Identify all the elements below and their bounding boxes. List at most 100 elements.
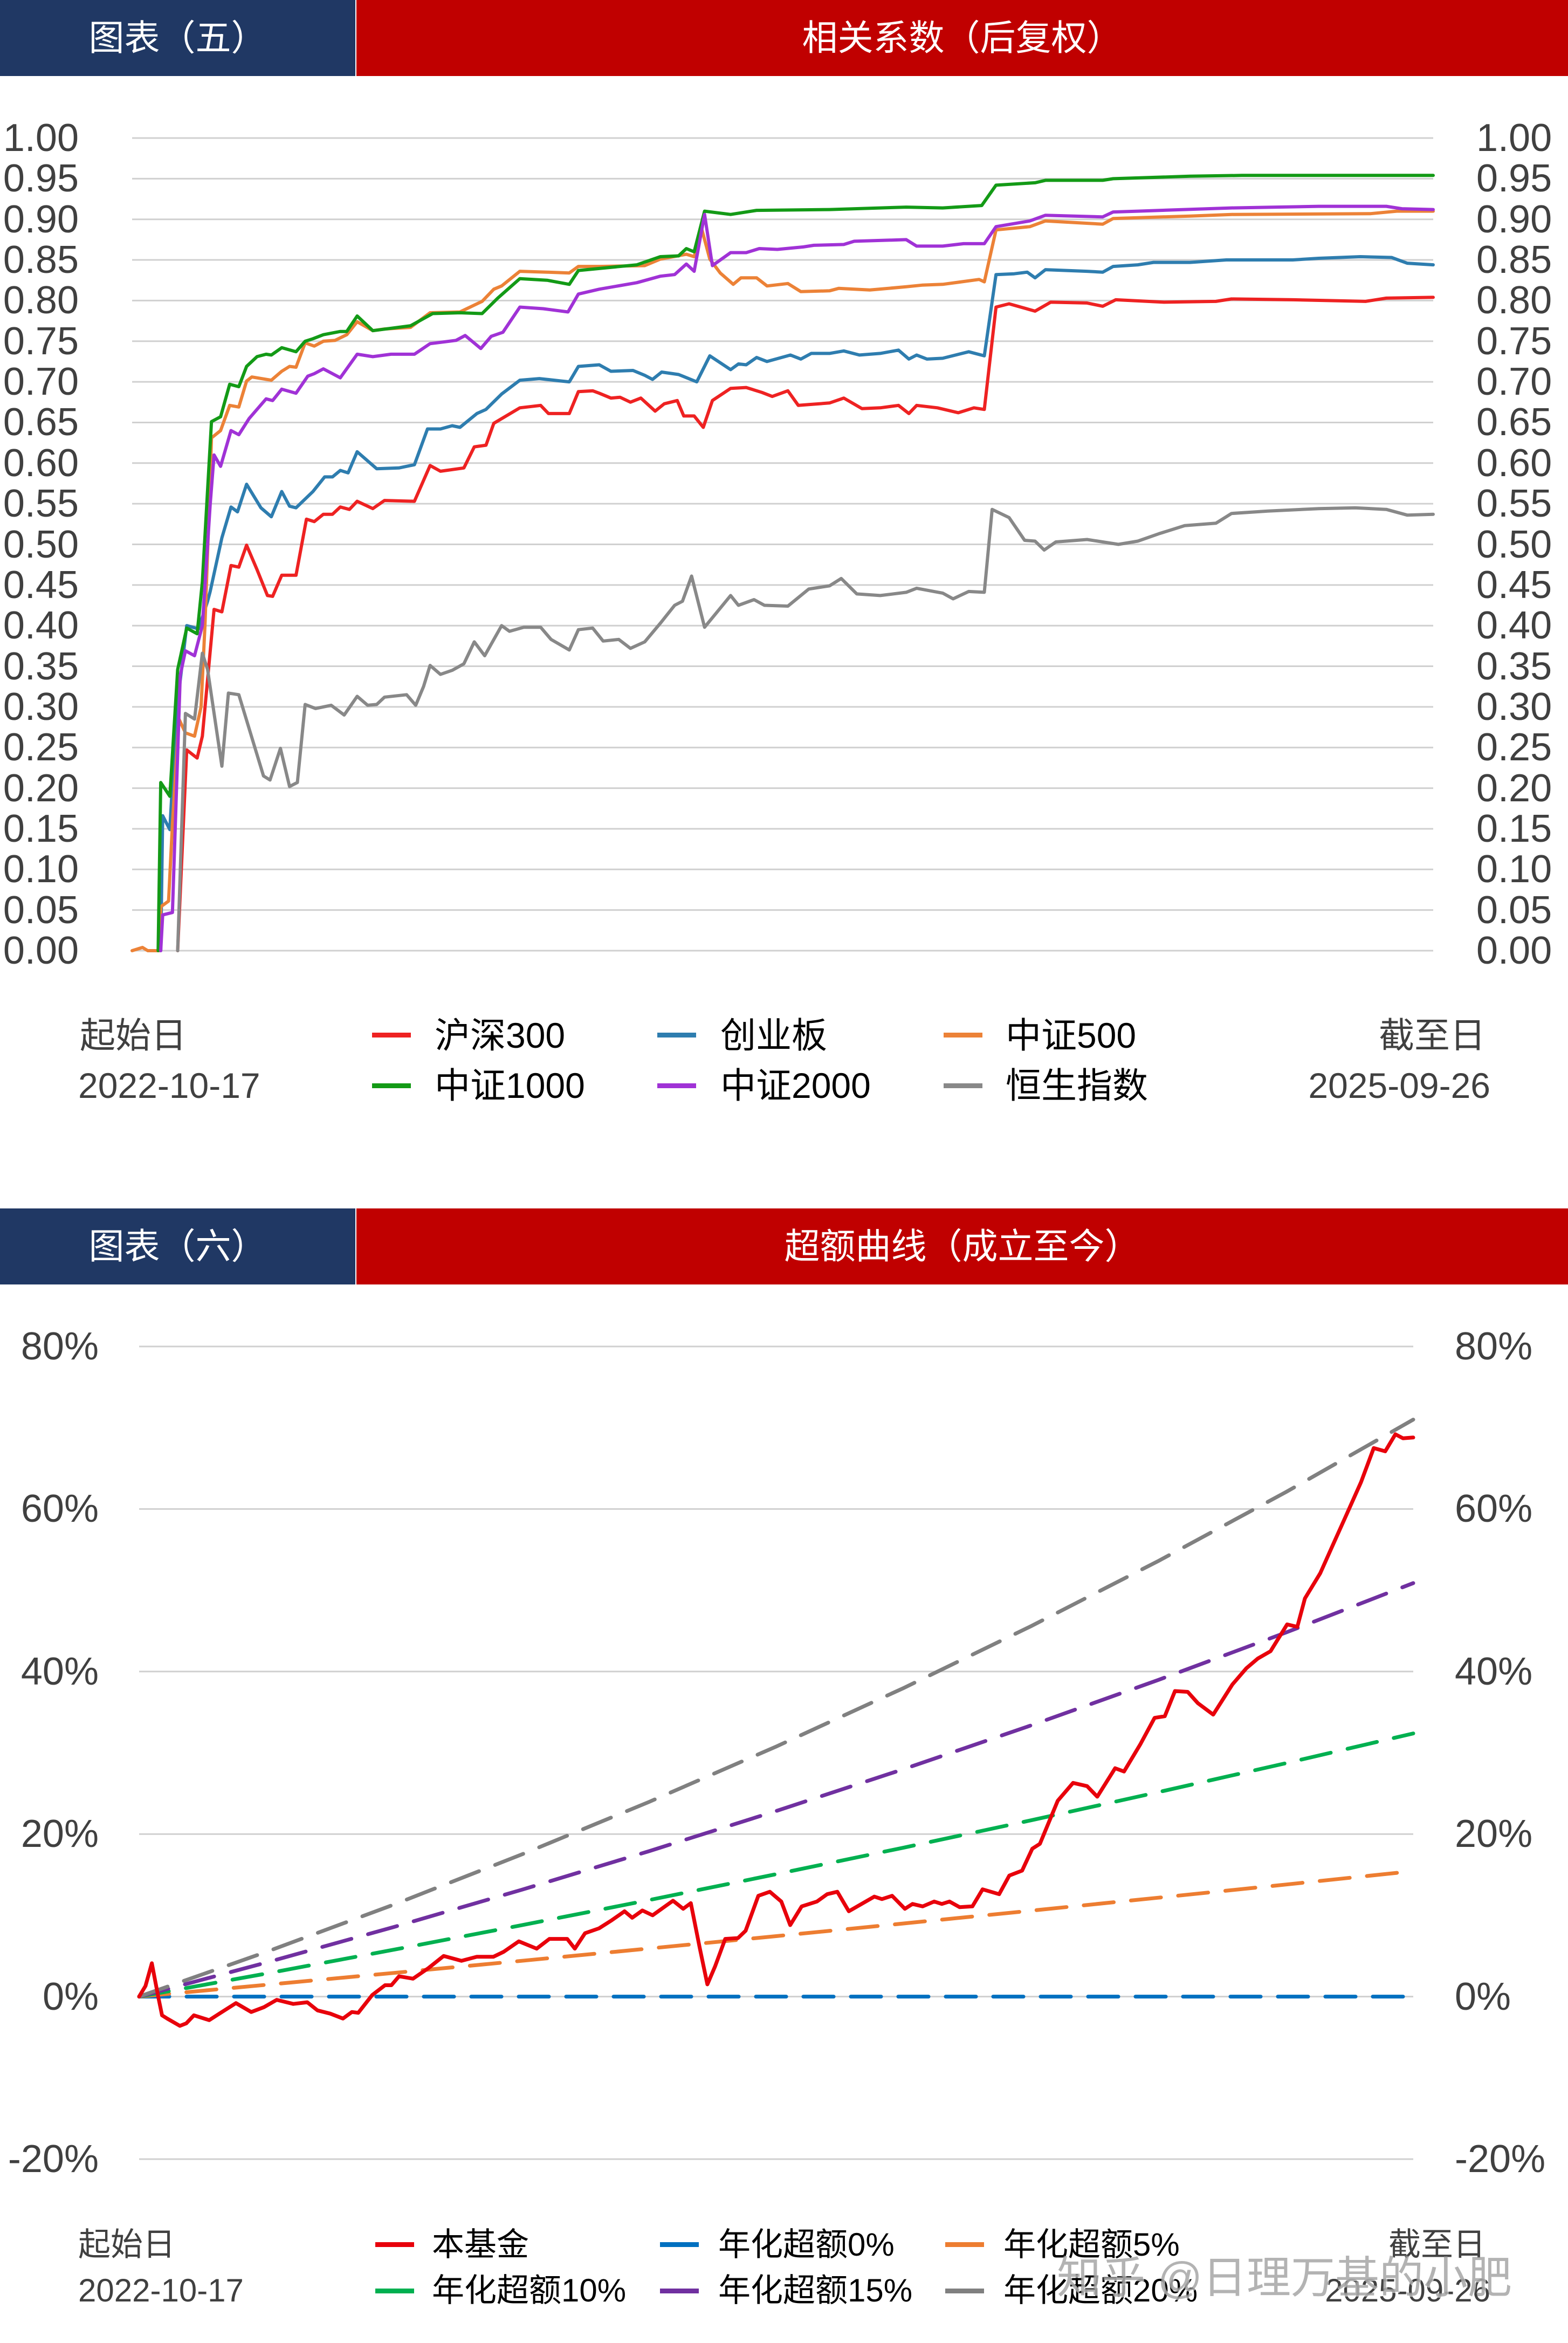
legend-swatch bbox=[660, 2289, 699, 2293]
legend-label: 中证2000 bbox=[720, 1066, 871, 1105]
y-tick-label-left: 0.80 bbox=[3, 279, 79, 322]
y-tick-label-left: 0.85 bbox=[3, 238, 79, 282]
y-tick-label-right: 0.05 bbox=[1476, 888, 1552, 932]
y-tick-label-left: 0.55 bbox=[3, 482, 79, 526]
y-tick-label-left: 0% bbox=[42, 1975, 99, 2018]
y-tick-label-left: 0.70 bbox=[3, 360, 79, 404]
y-tick-label-left: 0.10 bbox=[3, 848, 79, 891]
series-line bbox=[137, 1581, 1415, 1999]
y-tick-label-right: 1.00 bbox=[1476, 116, 1552, 160]
legend-swatch bbox=[660, 2242, 699, 2247]
legend-label: 中证500 bbox=[1006, 1015, 1137, 1055]
chart-title: 相关系数（后复权） bbox=[356, 0, 1568, 76]
y-tick-label-right: 0.00 bbox=[1476, 929, 1552, 972]
legend-label: 年化超额20% bbox=[1003, 2272, 1198, 2308]
y-tick-label-right: 80% bbox=[1455, 1325, 1533, 1368]
y-tick-label-left: 1.00 bbox=[3, 116, 79, 160]
series-line bbox=[137, 1418, 1415, 1999]
watermark: 知乎 @日理万基的小肥 bbox=[1057, 2253, 1512, 2303]
legend-label: 中证1000 bbox=[435, 1066, 585, 1105]
y-tick-label-left: 0.45 bbox=[3, 563, 79, 607]
y-tick-label-right: 0.40 bbox=[1476, 604, 1552, 648]
start-date-value: 2022-10-17 bbox=[78, 1066, 260, 1105]
legend-label: 年化超额5% bbox=[1003, 2227, 1180, 2263]
y-tick-label-right: 0.95 bbox=[1476, 157, 1552, 201]
y-tick-label-right: 0.10 bbox=[1476, 848, 1552, 891]
y-tick-label-left: -20% bbox=[8, 2138, 99, 2181]
legend-swatch bbox=[944, 1033, 982, 1037]
y-tick-label-right: 0% bbox=[1455, 1975, 1511, 2018]
series-line bbox=[159, 255, 1435, 952]
y-tick-label-right: -20% bbox=[1455, 2138, 1546, 2181]
end-date-value: 2025-09-26 bbox=[1308, 1066, 1490, 1105]
series-line bbox=[137, 1732, 1415, 1999]
end-date-value: 2025-09-26 bbox=[1325, 2272, 1490, 2308]
y-tick-label-right: 60% bbox=[1455, 1487, 1533, 1531]
y-tick-label-left: 60% bbox=[20, 1487, 99, 1531]
y-tick-label-right: 0.70 bbox=[1476, 360, 1552, 404]
y-tick-label-left: 0.25 bbox=[3, 726, 79, 769]
chart-number-label: 图表（六） bbox=[0, 1208, 355, 1284]
y-tick-label-left: 0.40 bbox=[3, 604, 79, 648]
legend-swatch bbox=[944, 1083, 982, 1088]
y-tick-label-left: 0.35 bbox=[3, 644, 79, 688]
legend-label: 沪深300 bbox=[435, 1015, 566, 1055]
y-tick-label-right: 0.50 bbox=[1476, 523, 1552, 566]
legend-swatch bbox=[945, 2242, 984, 2247]
y-tick-label-right: 0.35 bbox=[1476, 644, 1552, 688]
chart-title: 超额曲线（成立至今） bbox=[356, 1208, 1568, 1284]
series-line bbox=[130, 209, 1435, 952]
y-tick-label-left: 80% bbox=[20, 1325, 99, 1368]
y-tick-label-left: 0.05 bbox=[3, 888, 79, 932]
y-tick-label-left: 0.20 bbox=[3, 766, 79, 810]
start-date-value: 2022-10-17 bbox=[78, 2272, 244, 2308]
legend-label: 创业板 bbox=[720, 1015, 827, 1055]
start-date-label: 起始日 bbox=[80, 1015, 187, 1055]
end-date-label: 截至日 bbox=[1388, 2227, 1486, 2263]
y-tick-label-right: 0.25 bbox=[1476, 726, 1552, 769]
y-tick-label-left: 0.15 bbox=[3, 807, 79, 850]
chart-number-label: 图表（五） bbox=[0, 0, 355, 76]
series-line bbox=[156, 174, 1435, 952]
legend-label: 年化超额0% bbox=[718, 2227, 895, 2263]
y-tick-label-right: 0.15 bbox=[1476, 807, 1552, 850]
series-line bbox=[176, 296, 1435, 952]
y-tick-label-left: 20% bbox=[20, 1812, 99, 1856]
legend-swatch bbox=[372, 1083, 411, 1088]
series-line bbox=[176, 506, 1435, 952]
y-tick-label-left: 0.75 bbox=[3, 319, 79, 363]
y-tick-label-left: 0.90 bbox=[3, 197, 79, 241]
legend-label: 本基金 bbox=[432, 2227, 529, 2263]
y-tick-label-right: 0.45 bbox=[1476, 563, 1552, 607]
y-tick-label-right: 0.85 bbox=[1476, 238, 1552, 282]
y-tick-label-left: 0.65 bbox=[3, 401, 79, 444]
series-line bbox=[137, 1432, 1415, 2028]
y-tick-label-right: 0.65 bbox=[1476, 401, 1552, 444]
y-tick-label-right: 0.20 bbox=[1476, 766, 1552, 810]
y-tick-label-left: 0.50 bbox=[3, 523, 79, 566]
legend-swatch bbox=[372, 1033, 411, 1037]
y-tick-label-right: 20% bbox=[1455, 1812, 1533, 1856]
y-tick-label-right: 0.30 bbox=[1476, 685, 1552, 729]
legend-swatch bbox=[657, 1083, 696, 1088]
y-tick-label-right: 0.60 bbox=[1476, 441, 1552, 485]
legend-label: 恒生指数 bbox=[1006, 1066, 1148, 1105]
legend-swatch bbox=[375, 2289, 414, 2293]
plot-correlation bbox=[130, 137, 1435, 952]
y-tick-label-left: 0.00 bbox=[3, 929, 79, 972]
y-tick-label-left: 40% bbox=[20, 1650, 99, 1693]
end-date-label: 截至日 bbox=[1379, 1015, 1486, 1055]
y-tick-label-right: 0.80 bbox=[1476, 279, 1552, 322]
y-tick-label-left: 0.95 bbox=[3, 157, 79, 201]
y-tick-label-right: 0.90 bbox=[1476, 197, 1552, 241]
legend-swatch bbox=[657, 1033, 696, 1037]
y-tick-label-right: 0.55 bbox=[1476, 482, 1552, 526]
legend-swatch bbox=[945, 2289, 984, 2293]
y-tick-label-left: 0.60 bbox=[3, 441, 79, 485]
legend-label: 年化超额15% bbox=[718, 2272, 913, 2308]
y-tick-label-left: 0.30 bbox=[3, 685, 79, 729]
series-line bbox=[159, 204, 1435, 952]
y-tick-label-right: 40% bbox=[1455, 1650, 1533, 1693]
